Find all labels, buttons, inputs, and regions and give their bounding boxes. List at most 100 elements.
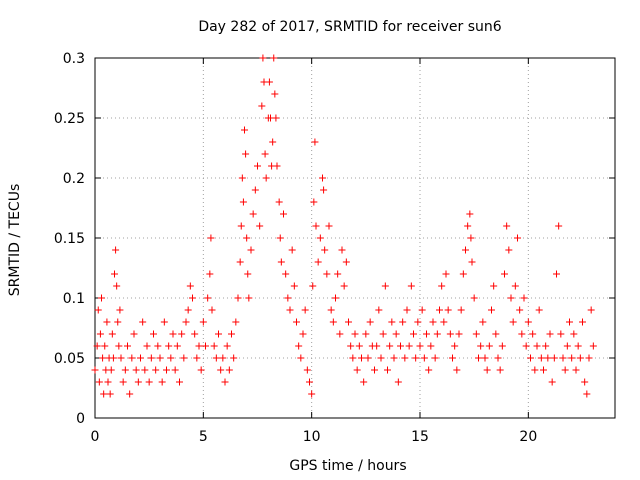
data-point [533, 342, 541, 350]
data-point [535, 306, 543, 314]
data-point [444, 306, 452, 314]
x-tick-label: 10 [303, 429, 321, 445]
data-point [548, 378, 556, 386]
data-point [453, 366, 461, 374]
data-point [223, 342, 231, 350]
data-point [128, 354, 136, 362]
data-point [514, 234, 521, 242]
data-point [334, 270, 342, 278]
x-tick-label: 15 [411, 429, 429, 445]
y-tick-label: 0.2 [63, 171, 85, 187]
data-point [207, 234, 215, 242]
y-tick-label: 0.3 [63, 51, 85, 67]
data-point [219, 354, 227, 362]
data-point [288, 246, 296, 254]
data-point [98, 294, 105, 302]
data-point [477, 342, 485, 350]
data-point [507, 294, 515, 302]
data-point [306, 378, 313, 386]
data-point [353, 366, 361, 374]
data-point [559, 354, 567, 362]
data-point [208, 306, 216, 314]
y-tick-label: 0.1 [63, 291, 85, 307]
data-point [319, 174, 326, 182]
data-point [451, 342, 459, 350]
data-point [553, 270, 560, 278]
data-point [284, 294, 292, 302]
data-point [483, 366, 491, 374]
data-point [338, 246, 346, 254]
data-point [303, 366, 311, 374]
data-point [340, 282, 348, 290]
data-point [100, 390, 108, 398]
data-point [323, 270, 331, 278]
data-point [410, 330, 417, 338]
data-point [310, 198, 318, 206]
data-point [466, 210, 474, 218]
data-point [269, 138, 277, 146]
data-point [215, 330, 222, 338]
data-point [206, 270, 214, 278]
data-point [126, 390, 134, 398]
data-point [280, 210, 287, 218]
data-point [442, 270, 450, 278]
data-point [401, 354, 409, 362]
data-point [455, 330, 463, 338]
data-point [583, 390, 591, 398]
data-point [94, 306, 102, 314]
data-point [490, 282, 498, 290]
data-points [91, 54, 597, 398]
data-point [399, 318, 407, 326]
y-tick-label: 0.15 [54, 231, 85, 247]
data-point [540, 366, 547, 374]
x-tick-label: 20 [519, 429, 537, 445]
data-point [182, 318, 190, 326]
data-point [457, 306, 465, 314]
data-point [189, 294, 196, 302]
data-point [163, 366, 170, 374]
data-point [270, 54, 278, 62]
data-point [531, 366, 539, 374]
data-point [403, 306, 411, 314]
data-point [405, 342, 413, 350]
data-point [459, 270, 467, 278]
data-point [104, 378, 112, 386]
data-point [557, 330, 565, 338]
data-point [321, 246, 329, 254]
data-point [103, 318, 111, 326]
axis-ticks: 0 5 10 15 20 0 0.05 0.1 0.15 0.2 0.25 0.3 [54, 51, 615, 445]
data-point [475, 354, 482, 362]
data-point [165, 342, 173, 350]
data-point [258, 102, 266, 110]
data-point [467, 234, 475, 242]
data-point [327, 306, 335, 314]
data-point [243, 234, 251, 242]
data-point [245, 294, 253, 302]
data-point [347, 342, 355, 350]
data-point [392, 330, 400, 338]
data-point [132, 366, 140, 374]
x-tick-label: 0 [91, 429, 100, 445]
data-point [210, 342, 218, 350]
data-point [147, 354, 155, 362]
data-point [251, 186, 259, 194]
data-point [154, 342, 162, 350]
data-point [259, 54, 267, 62]
data-point [325, 222, 333, 230]
data-point [355, 342, 363, 350]
data-point [173, 342, 181, 350]
data-point [438, 282, 446, 290]
data-point [95, 378, 103, 386]
data-point [527, 354, 534, 362]
data-point [345, 318, 352, 326]
data-point [277, 258, 285, 266]
data-point [178, 330, 186, 338]
data-point [561, 366, 569, 374]
data-point [449, 354, 456, 362]
data-point [275, 198, 283, 206]
data-point [311, 138, 319, 146]
data-point [529, 330, 537, 338]
data-point [544, 354, 552, 362]
data-point [568, 354, 576, 362]
